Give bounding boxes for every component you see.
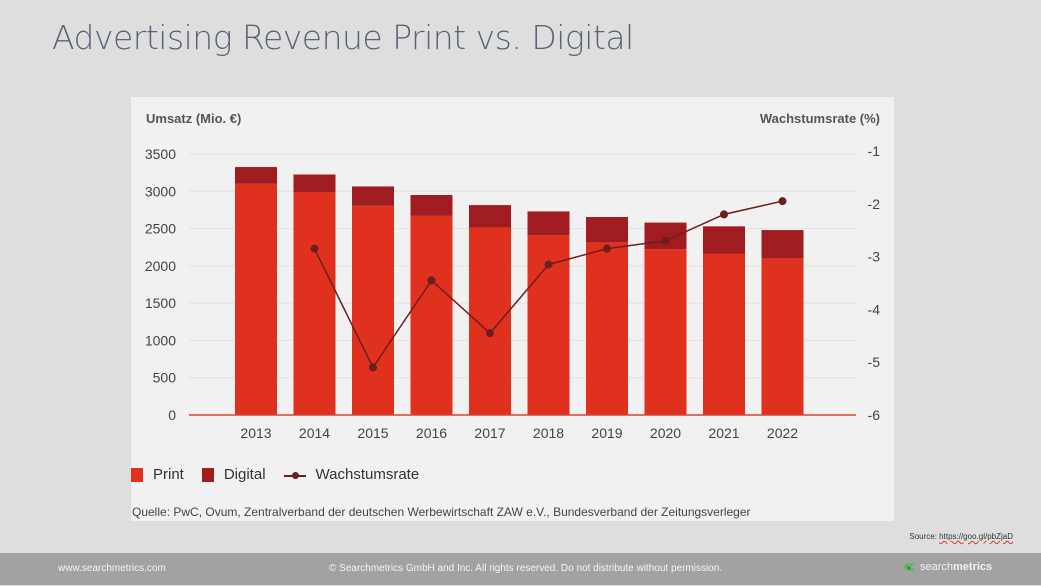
- right-tick-label: -6: [868, 407, 881, 423]
- x-tick-label: 2016: [416, 425, 447, 441]
- legend-item-growth-rate[interactable]: Wachstumsrate: [283, 466, 420, 483]
- bar-digital: [352, 186, 394, 206]
- right-tick-label: -2: [868, 196, 881, 212]
- brand-logo: search metrics: [902, 561, 992, 573]
- growth-rate-point: [486, 329, 494, 338]
- bar-print: [644, 249, 687, 415]
- footer-site-link[interactable]: www.searchmetrics.com: [58, 563, 166, 574]
- footer-copyright: © Searchmetrics GmbH and Inc. All rights…: [329, 563, 723, 574]
- bar-print: [410, 215, 453, 415]
- bar-print: [761, 258, 804, 415]
- left-tick-label: 3000: [145, 183, 176, 199]
- bar-digital: [527, 211, 570, 236]
- growth-rate-point: [369, 363, 377, 372]
- legend-item-print[interactable]: Print: [131, 466, 184, 483]
- x-tick-label: 2013: [240, 425, 271, 441]
- left-tick-label: 500: [153, 370, 177, 386]
- legend-label-print: Print: [153, 466, 184, 483]
- legend-item-digital[interactable]: Digital: [201, 466, 266, 483]
- bar-print: [469, 227, 511, 415]
- growth-rate-point: [310, 244, 319, 253]
- growth-rate-point: [603, 244, 611, 253]
- chart-plot: 0 500 1000 1500 2000 2500 3000 3500 -1 -2 -3 -4 -5 -6…: [145, 143, 881, 441]
- left-tick-label: 2000: [145, 258, 176, 274]
- legend-swatch-digital: [201, 467, 214, 482]
- x-tick-label: 2021: [708, 425, 739, 441]
- searchmetrics-logo-icon: [903, 563, 915, 572]
- right-tick-label: -3: [868, 249, 881, 265]
- growth-rate-point: [720, 210, 728, 219]
- bar-digital: [469, 205, 511, 228]
- growth-rate-point: [544, 260, 553, 269]
- chart-source-note: Quelle: PwC, Ovum, Zentralverband der de…: [132, 505, 751, 519]
- bar-digital: [235, 167, 277, 184]
- legend-label-growth-rate: Wachstumsrate: [315, 466, 420, 483]
- footer-bar: www.searchmetrics.com © Searchmetrics Gm…: [0, 553, 1041, 585]
- bar-print: [586, 242, 628, 415]
- bar-digital: [586, 217, 628, 243]
- brand-name-light: search: [920, 561, 954, 573]
- legend-swatch-print: [131, 467, 143, 482]
- source-link[interactable]: Source: https://goo.gl/pbZjaD: [909, 532, 1013, 541]
- bar-print: [352, 205, 394, 415]
- source-url[interactable]: https://goo.gl/pbZjaD: [939, 532, 1013, 541]
- left-axis-title: Umsatz (Mio. €): [146, 111, 242, 126]
- bar-print: [293, 192, 336, 415]
- growth-rate-point: [778, 197, 787, 206]
- bar-digital: [293, 174, 336, 193]
- legend-line-marker-icon: [283, 468, 306, 482]
- x-tick-label: 2018: [533, 425, 564, 441]
- x-tick-label: 2017: [474, 425, 505, 441]
- bar-print: [703, 253, 745, 415]
- right-tick-label: -4: [868, 301, 881, 317]
- right-tick-label: -5: [868, 354, 881, 370]
- left-tick-label: 2500: [145, 221, 176, 237]
- right-tick-label: -1: [868, 143, 881, 159]
- chart-card: 0 500 1000 1500 2000 2500 3000 3500 -1 -2 -3 -4 -5 -6…: [131, 97, 894, 521]
- bar-digital: [761, 230, 804, 259]
- bar-print: [235, 183, 277, 415]
- slide-title: Advertising Revenue Print vs. Digital: [52, 18, 634, 57]
- left-tick-label: 1500: [145, 295, 176, 311]
- x-tick-label: 2019: [591, 425, 622, 441]
- source-prefix: Source:: [909, 532, 940, 541]
- growth-rate-point: [427, 276, 436, 285]
- bar-digital: [703, 226, 745, 254]
- legend-label-digital: Digital: [223, 466, 266, 483]
- left-tick-label: 3500: [145, 146, 176, 162]
- x-tick-label: 2014: [299, 425, 330, 441]
- brand-name-bold: metrics: [953, 561, 993, 573]
- chart-legend: Print Digital Wachstumsrate: [131, 466, 437, 483]
- bar-digital: [410, 195, 453, 216]
- x-tick-label: 2015: [357, 425, 388, 441]
- left-tick-label: 0: [168, 407, 176, 423]
- x-tick-label: 2022: [767, 425, 798, 441]
- bar-digital: [644, 222, 687, 250]
- right-axis-title: Wachstumsrate (%): [759, 111, 880, 126]
- left-tick-label: 1000: [145, 332, 176, 348]
- x-tick-label: 2020: [650, 425, 681, 441]
- growth-rate-point: [661, 236, 670, 245]
